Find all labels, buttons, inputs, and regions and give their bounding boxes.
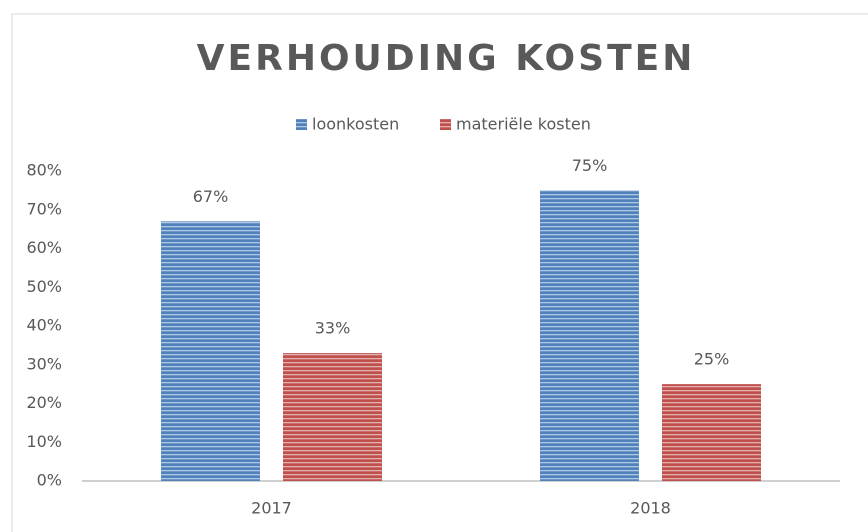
y-tick-label: 10% — [26, 432, 62, 451]
bar — [540, 190, 639, 481]
x-tick-label: 2017 — [251, 499, 292, 518]
y-tick-label: 40% — [26, 316, 62, 335]
bar — [161, 221, 260, 481]
legend-swatch — [440, 119, 451, 130]
y-tick-label: 60% — [26, 238, 62, 257]
legend-swatch — [296, 119, 307, 130]
x-tick-label: 2018 — [630, 499, 671, 518]
data-label: 33% — [315, 319, 351, 338]
y-tick-label: 50% — [26, 277, 62, 296]
y-tick-label: 30% — [26, 354, 62, 373]
y-tick-label: 0% — [37, 471, 62, 490]
chart-title: VERHOUDING KOSTEN — [197, 38, 696, 79]
bar — [283, 353, 382, 481]
y-tick-label: 70% — [26, 199, 62, 218]
legend-label: loonkosten — [312, 115, 399, 134]
data-label: 67% — [193, 187, 229, 206]
data-label: 25% — [694, 350, 730, 369]
legend-label: materiële kosten — [456, 115, 591, 134]
bar — [662, 384, 761, 481]
chart-border — [11, 13, 868, 532]
data-label: 75% — [572, 156, 608, 175]
y-tick-label: 80% — [26, 161, 62, 180]
y-tick-label: 20% — [26, 393, 62, 412]
